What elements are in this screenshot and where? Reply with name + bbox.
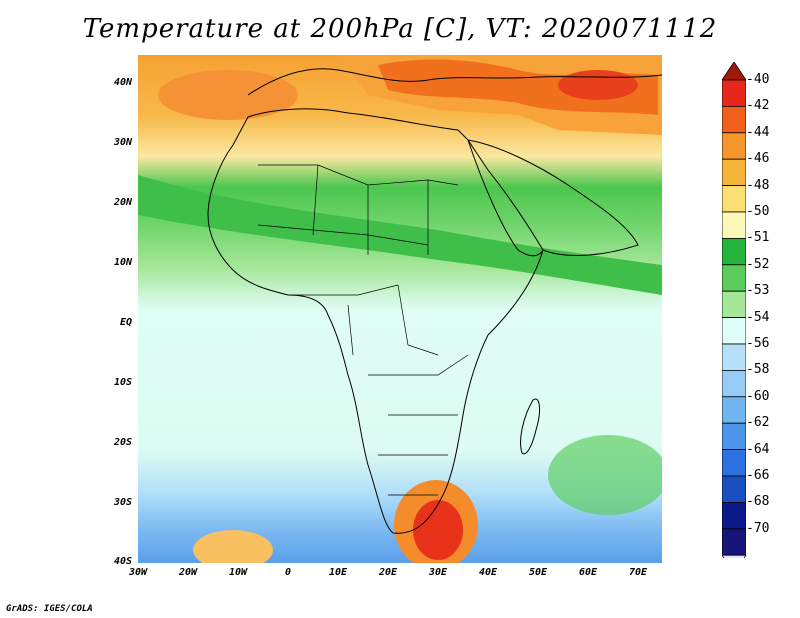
lon-tick-30e: 30E	[428, 567, 448, 578]
colorbar-swatches	[721, 61, 747, 574]
colorbar-label: -46	[746, 151, 770, 167]
hot-core-south-africa	[413, 500, 463, 560]
colorbar-label: -54	[746, 309, 770, 325]
lon-tick-70e: 70E	[628, 567, 648, 578]
europe-coastline	[247, 68, 662, 96]
lat-tick-10n: 10N	[113, 257, 132, 268]
hot-area-mediterranean	[378, 59, 658, 115]
lon-tick-60e: 60E	[578, 567, 598, 578]
warm-area-south-atlantic	[193, 530, 273, 563]
colorbar-label: -44	[746, 124, 770, 140]
colorbar-swatch	[721, 264, 747, 292]
colorbar-label: -48	[746, 177, 770, 193]
lon-tick-40e: 40E	[478, 567, 498, 578]
map-title: Temperature at 200hPa [C], VT: 202007111…	[82, 14, 718, 44]
country-borders	[257, 164, 469, 496]
colorbar-swatch	[721, 528, 747, 556]
colorbar-bottom-arrow	[721, 554, 747, 574]
lon-tick-50e: 50E	[528, 567, 548, 578]
hot-core-middle-east	[558, 70, 638, 100]
colorbar-swatch	[721, 475, 747, 503]
temperature-field-map	[138, 55, 662, 563]
lat-tick-eq: EQ	[119, 317, 132, 328]
colorbar-label: -53	[746, 283, 770, 299]
colorbar-swatch	[721, 106, 747, 134]
colorbar-label: -51	[746, 230, 770, 246]
colorbar-swatch	[721, 158, 747, 186]
arabia-coastline	[466, 139, 639, 256]
colorbar-label: -70	[746, 520, 770, 536]
lat-tick-10s: 10S	[113, 377, 132, 388]
lon-tick-10e: 10E	[328, 567, 348, 578]
colorbar-swatch	[721, 290, 747, 318]
colorbar	[721, 61, 800, 574]
colorbar-label: -42	[746, 98, 770, 114]
colorbar-swatch	[721, 317, 747, 345]
colorbar-swatch	[721, 396, 747, 424]
green-area-indian-ocean	[548, 435, 662, 515]
colorbar-label: -52	[746, 256, 770, 272]
lat-tick-40n: 40N	[113, 77, 132, 88]
colorbar-swatch	[721, 422, 747, 451]
colorbar-label: -56	[746, 336, 770, 351]
lat-tick-20n: 20N	[113, 197, 132, 208]
warm-area-atlantic	[158, 70, 298, 120]
colorbar-swatch	[721, 449, 747, 477]
colorbar-swatch	[721, 132, 747, 160]
colorbar-swatch	[721, 185, 747, 213]
colorbar-label: -64	[746, 441, 770, 457]
lon-tick-0: 0	[284, 567, 292, 578]
lat-tick-30s: 30S	[113, 497, 132, 508]
lat-tick-20s: 20S	[113, 437, 132, 448]
colorbar-label: -40	[746, 72, 770, 87]
colorbar-swatch	[721, 369, 747, 398]
lon-tick-20w: 20W	[178, 567, 198, 578]
colorbar-label: -58	[746, 362, 770, 378]
colorbar-label: -50	[746, 204, 770, 219]
colorbar-label: -60	[746, 388, 770, 404]
colorbar-swatch	[721, 79, 747, 107]
africa-coastline	[207, 108, 544, 534]
tropical-band	[138, 175, 662, 295]
colorbar-label: -66	[746, 468, 770, 483]
colorbar-swatch	[721, 237, 747, 266]
lon-tick-30w: 30W	[128, 567, 148, 578]
lat-tick-40s: 40S	[113, 556, 132, 567]
colorbar-label: -62	[746, 415, 770, 431]
colorbar-label: -68	[746, 494, 770, 510]
madagascar-coastline	[520, 398, 541, 455]
grads-credit: GrADS: IGES/COLA	[6, 604, 93, 614]
colorbar-top-arrow	[721, 61, 747, 81]
lon-tick-20e: 20E	[378, 567, 398, 578]
map-panel	[138, 55, 662, 563]
lon-tick-10w: 10W	[228, 567, 248, 578]
colorbar-swatch	[721, 501, 747, 530]
lat-tick-30n: 30N	[113, 137, 132, 148]
colorbar-swatch	[721, 343, 747, 371]
colorbar-swatch	[721, 211, 747, 239]
